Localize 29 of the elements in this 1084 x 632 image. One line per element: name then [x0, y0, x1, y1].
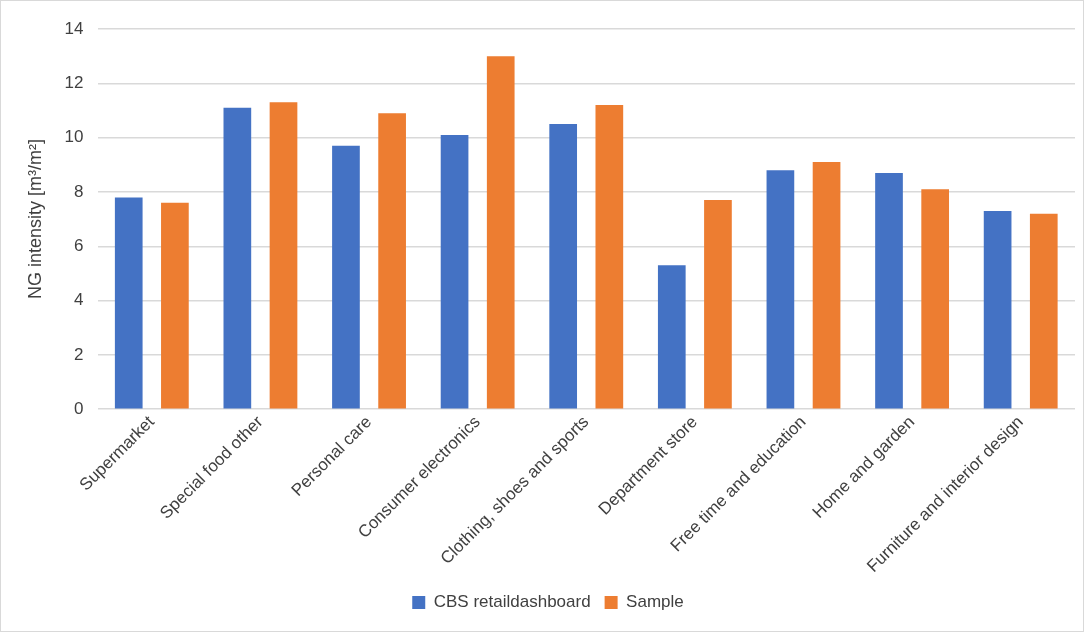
bar	[161, 202, 189, 409]
bar	[921, 189, 950, 409]
bar	[657, 265, 686, 409]
bar	[269, 102, 298, 409]
y-tick-label: 0	[74, 398, 84, 418]
legend-label: CBS retaildashboard	[433, 592, 591, 612]
bar	[704, 200, 732, 409]
bar	[114, 197, 143, 409]
bar	[378, 113, 406, 409]
bar	[812, 162, 841, 409]
bar	[549, 124, 578, 409]
bar	[1029, 213, 1058, 409]
bar	[486, 56, 515, 409]
y-tick-label: 4	[74, 290, 84, 310]
y-tick-label: 8	[74, 181, 84, 201]
y-tick-label: 6	[74, 235, 84, 255]
bar	[983, 210, 1012, 409]
bar	[875, 172, 903, 409]
bar	[223, 107, 252, 409]
bar	[595, 105, 624, 409]
y-tick-label: 14	[64, 18, 84, 38]
bar	[440, 134, 469, 409]
y-tick-label: 10	[64, 127, 84, 147]
bar	[766, 170, 795, 409]
y-axis-title: NG intensity [m³/m²]	[24, 139, 45, 300]
y-tick-label: 12	[64, 73, 84, 93]
y-tick-label: 2	[74, 344, 84, 364]
bar	[332, 145, 360, 409]
legend-label: Sample	[626, 592, 684, 612]
